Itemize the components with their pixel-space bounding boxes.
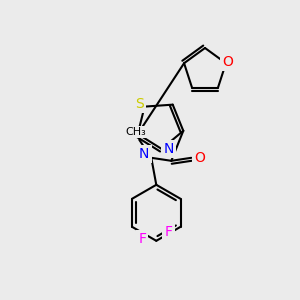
Text: N: N: [139, 147, 149, 161]
Text: O: O: [194, 151, 205, 165]
Text: N: N: [164, 142, 174, 156]
Text: F: F: [164, 225, 172, 239]
Text: F: F: [138, 232, 146, 246]
Text: CH₃: CH₃: [125, 127, 146, 137]
Text: O: O: [223, 55, 233, 69]
Text: S: S: [135, 97, 144, 111]
